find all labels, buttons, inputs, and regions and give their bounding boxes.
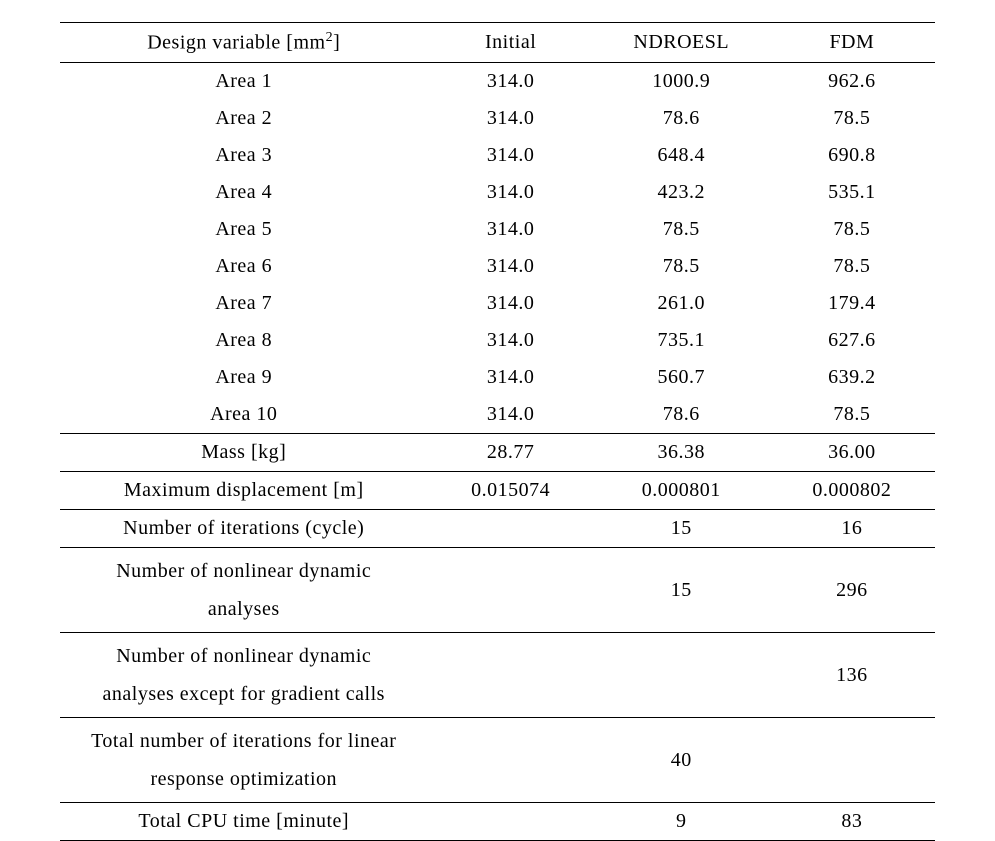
area-label: Area 7 [60,285,428,322]
area-initial: 314.0 [428,174,594,211]
area-fdm: 78.5 [769,248,935,285]
area-ndroesl: 648.4 [594,137,769,174]
iters-ndroesl: 15 [594,509,769,547]
cputime-ndroesl: 9 [594,802,769,840]
cputime-initial [428,802,594,840]
maxdisp-fdm: 0.000802 [769,471,935,509]
area-initial: 314.0 [428,285,594,322]
liniter-fdm [769,717,935,802]
area-initial: 314.0 [428,359,594,396]
nldyn-label-l2: analyses [208,598,280,620]
area-ndroesl: 78.5 [594,248,769,285]
area-fdm: 690.8 [769,137,935,174]
area-label: Area 8 [60,322,428,359]
area-label: Area 1 [60,62,428,100]
area-label: Area 9 [60,359,428,396]
nldyn-ndroesl: 15 [594,547,769,632]
nldyn-ex-initial [428,632,594,717]
maxdisp-ndroesl: 0.000801 [594,471,769,509]
mass-fdm: 36.00 [769,433,935,471]
nldyn-ex-label-l2: analyses except for gradient calls [103,683,385,705]
nldyn-initial [428,547,594,632]
mass-initial: 28.77 [428,433,594,471]
area-ndroesl: 423.2 [594,174,769,211]
area-ndroesl: 261.0 [594,285,769,322]
col-header-design-variable: Design variable [mm2] [60,23,428,63]
mass-label: Mass [kg] [60,433,428,471]
col-header-initial: Initial [428,23,594,63]
area-initial: 314.0 [428,248,594,285]
area-initial: 314.0 [428,322,594,359]
area-ndroesl: 78.5 [594,211,769,248]
area-label: Area 3 [60,137,428,174]
area-ndroesl: 560.7 [594,359,769,396]
iters-label: Number of iterations (cycle) [60,509,428,547]
liniter-initial [428,717,594,802]
nldyn-ex-ndroesl [594,632,769,717]
nldyn-label-l1: Number of nonlinear dynamic [116,560,371,582]
area-label: Area 10 [60,396,428,434]
nldyn-ex-label: Number of nonlinear dynamic analyses exc… [60,632,428,717]
cputime-fdm: 83 [769,802,935,840]
area-label: Area 5 [60,211,428,248]
area-initial: 314.0 [428,211,594,248]
table-row: Area 10314.078.678.5 [60,396,935,434]
area-label: Area 6 [60,248,428,285]
table-row: Area 1314.01000.9962.6 [60,62,935,100]
col-header-ndroesl: NDROESL [594,23,769,63]
col-header-fdm: FDM [769,23,935,63]
area-ndroesl: 1000.9 [594,62,769,100]
area-fdm: 78.5 [769,100,935,137]
maxdisp-label: Maximum displacement [m] [60,471,428,509]
nldyn-label: Number of nonlinear dynamic analyses [60,547,428,632]
table-row: Area 6314.078.578.5 [60,248,935,285]
nldyn-ex-fdm: 136 [769,632,935,717]
liniter-label: Total number of iterations for linear re… [60,717,428,802]
area-ndroesl: 78.6 [594,396,769,434]
area-fdm: 639.2 [769,359,935,396]
table-row: Area 9314.0560.7639.2 [60,359,935,396]
maxdisp-initial: 0.015074 [428,471,594,509]
nldyn-ex-label-l1: Number of nonlinear dynamic [116,645,371,667]
table-row: Area 3314.0648.4690.8 [60,137,935,174]
area-initial: 314.0 [428,137,594,174]
area-fdm: 535.1 [769,174,935,211]
cputime-label: Total CPU time [minute] [60,802,428,840]
area-fdm: 627.6 [769,322,935,359]
area-initial: 314.0 [428,62,594,100]
area-label: Area 4 [60,174,428,211]
mass-ndroesl: 36.38 [594,433,769,471]
table-row: Area 2314.078.678.5 [60,100,935,137]
area-ndroesl: 735.1 [594,322,769,359]
iters-initial [428,509,594,547]
area-fdm: 78.5 [769,396,935,434]
iters-fdm: 16 [769,509,935,547]
liniter-label-l2: response optimization [150,768,337,790]
area-initial: 314.0 [428,100,594,137]
table-row: Area 4314.0423.2535.1 [60,174,935,211]
liniter-ndroesl: 40 [594,717,769,802]
table-row: Area 5314.078.578.5 [60,211,935,248]
area-fdm: 78.5 [769,211,935,248]
area-fdm: 179.4 [769,285,935,322]
liniter-label-l1: Total number of iterations for linear [91,730,396,752]
table-row: Area 8314.0735.1627.6 [60,322,935,359]
area-fdm: 962.6 [769,62,935,100]
table-row: Area 7314.0261.0179.4 [60,285,935,322]
area-initial: 314.0 [428,396,594,434]
area-label: Area 2 [60,100,428,137]
nldyn-fdm: 296 [769,547,935,632]
area-ndroesl: 78.6 [594,100,769,137]
